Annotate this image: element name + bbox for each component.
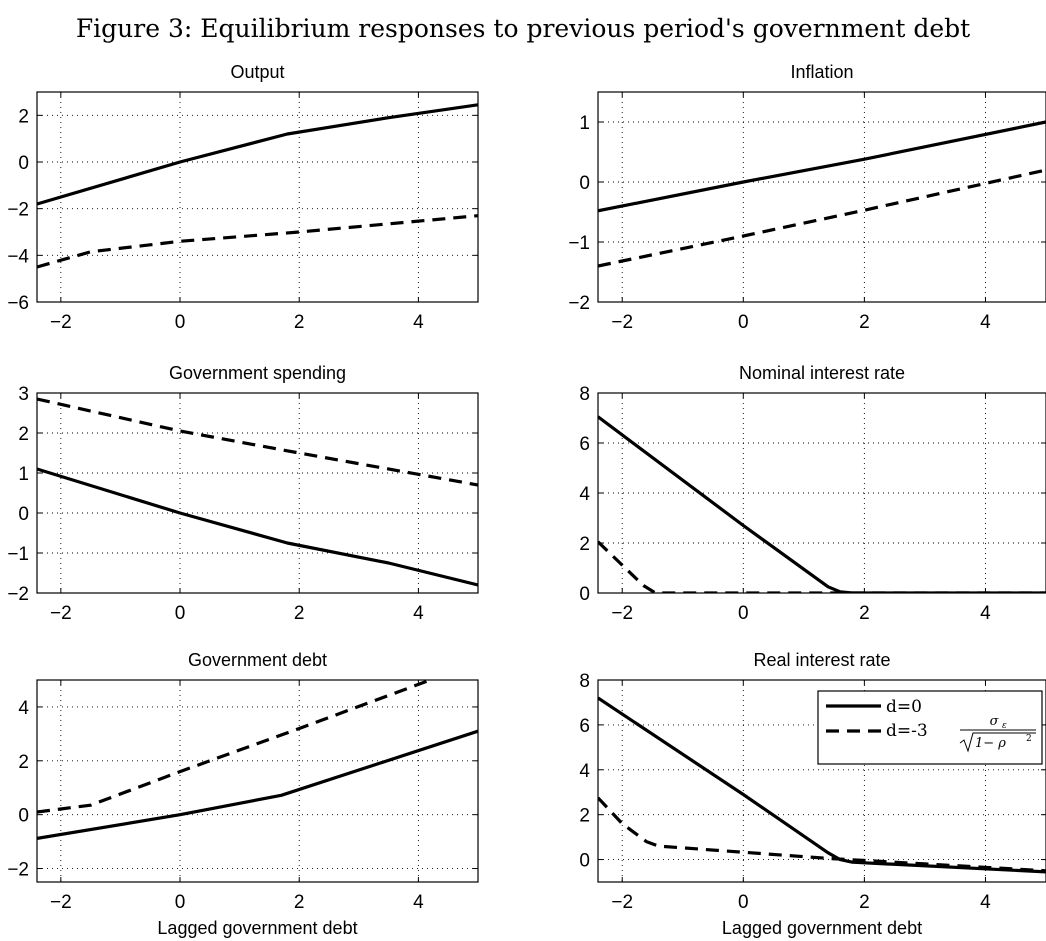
y-tick-label: 1	[18, 464, 29, 485]
y-tick-label: 1	[579, 113, 590, 134]
panel-title: Government debt	[188, 650, 327, 670]
x-tick-label: 2	[294, 312, 305, 333]
x-axis-label: Lagged government debt	[722, 918, 922, 938]
series-line-solid	[598, 696, 1046, 874]
x-tick-label: 0	[175, 603, 186, 624]
y-tick-label: 0	[579, 173, 590, 194]
x-tick-label: 0	[738, 603, 749, 624]
y-tick-label: 6	[579, 434, 590, 455]
panel-5: −2 0 2 4 −2 0 2 4 Government debt Lagged governme…	[7, 650, 479, 938]
y-tick-label: 2	[18, 424, 29, 445]
y-tick-label: −4	[7, 246, 29, 267]
x-axis-label: Lagged government debt	[157, 918, 357, 938]
y-tick-label: 0	[18, 153, 29, 174]
x-tick-label: 2	[859, 312, 870, 333]
y-tick-label: −2	[7, 860, 29, 881]
y-tick-label: −2	[7, 200, 29, 221]
y-tick-label: 4	[579, 484, 590, 505]
axes-frame	[36, 679, 479, 883]
y-tick-label: 0	[18, 504, 29, 525]
y-tick-label: 6	[579, 716, 590, 737]
x-tick-label: 2	[859, 603, 870, 624]
legend: d=0 d=-3 σ ε 1− ρ 2	[817, 690, 1043, 765]
legend-label-dashed: d=-3	[886, 721, 928, 741]
panel-title: Nominal interest rate	[739, 363, 905, 383]
legend-fraction-subscript: ε	[1002, 721, 1007, 731]
x-tick-label: 2	[859, 892, 870, 913]
y-tick-label: 4	[18, 698, 29, 719]
x-tick-label: 4	[413, 892, 424, 913]
x-tick-label: −2	[50, 892, 72, 913]
x-tick-label: 4	[413, 312, 424, 333]
x-tick-label: −2	[611, 892, 633, 913]
series-line-solid	[37, 103, 478, 206]
x-tick-label: −2	[50, 312, 72, 333]
y-tick-label: 0	[579, 584, 590, 605]
y-tick-label: −1	[568, 233, 590, 254]
y-tick-label: 2	[579, 534, 590, 555]
panel-title: Output	[230, 62, 284, 82]
y-tick-label: 0	[18, 806, 29, 827]
x-tick-label: 0	[175, 892, 186, 913]
y-tick-label: 3	[18, 384, 29, 405]
panel-title: Government spending	[169, 363, 346, 383]
axes-frame	[36, 91, 479, 303]
y-tick-label: −6	[7, 293, 29, 314]
series-line-dashed	[37, 397, 478, 487]
x-tick-label: 0	[738, 312, 749, 333]
legend-box	[817, 690, 1043, 765]
x-tick-label: 0	[175, 312, 186, 333]
y-tick-label: 0	[579, 851, 590, 872]
series-line-dashed	[37, 214, 478, 269]
x-tick-label: −2	[50, 603, 72, 624]
x-tick-label: 4	[980, 312, 991, 333]
y-tick-label: 2	[579, 806, 590, 827]
x-tick-label: 4	[413, 603, 424, 624]
series-line-solid	[37, 467, 478, 587]
legend-fraction-numerator: σ	[990, 714, 1000, 729]
panel-1: −2 0 2 4 −6 −4 −2 0 2 Output	[7, 62, 479, 333]
series-line-dashed	[37, 680, 431, 814]
panel-title: Real interest rate	[753, 650, 890, 670]
axes-frame	[36, 392, 479, 594]
legend-sqrt-sign	[959, 732, 1036, 753]
x-tick-label: −2	[611, 603, 633, 624]
x-tick-label: 0	[738, 892, 749, 913]
legend-label-solid: d=0	[886, 697, 922, 717]
panel-title: Inflation	[790, 62, 853, 82]
series-line-solid	[37, 729, 478, 840]
x-tick-label: 2	[294, 892, 305, 913]
x-tick-label: 2	[294, 603, 305, 624]
x-tick-label: −2	[611, 312, 633, 333]
figure-title: Figure 3: Equilibrium responses to previ…	[75, 14, 971, 43]
y-tick-label: 4	[579, 761, 590, 782]
legend-fraction-exponent: 2	[1026, 734, 1032, 744]
series-line-dashed	[598, 168, 1046, 268]
x-tick-label: 4	[980, 892, 991, 913]
axes-frame	[597, 91, 1046, 303]
y-tick-label: −2	[568, 293, 590, 314]
y-tick-label: 8	[579, 384, 590, 405]
series-line-solid	[598, 415, 1046, 593]
y-tick-label: 2	[18, 752, 29, 773]
y-tick-label: 2	[18, 106, 29, 127]
series-line-solid	[598, 120, 1046, 213]
panel-2: −2 0 2 4 −2 −1 0 1 Inflation	[568, 62, 1046, 333]
y-tick-label: −1	[7, 544, 29, 565]
panel-4: −2 0 2 4 0 2 4 6 8 Nominal interest rate	[579, 363, 1046, 624]
panel-3: −2 0 2 4 −2 −1 0 1 2 3 Government spending	[7, 363, 479, 624]
series-line-dashed	[598, 796, 1046, 873]
y-tick-label: 8	[579, 671, 590, 692]
panel-6: −2 0 2 4 0 2 4 6 8 Real interest rate Lagged gover…	[579, 650, 1046, 938]
y-tick-label: −2	[7, 584, 29, 605]
legend-fraction-denominator: 1− ρ	[975, 736, 1006, 751]
series-line-dashed	[598, 540, 1046, 593]
x-tick-label: 4	[980, 603, 991, 624]
axes-frame	[597, 679, 1046, 883]
